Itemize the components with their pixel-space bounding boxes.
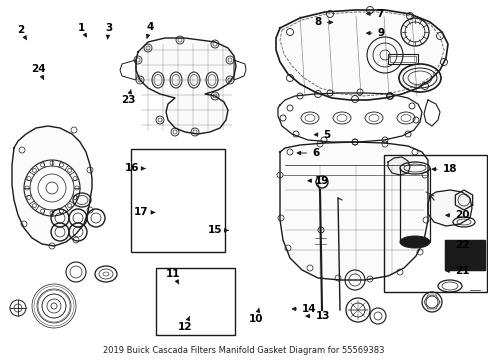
Polygon shape (278, 93, 421, 142)
Polygon shape (454, 190, 472, 210)
Polygon shape (387, 157, 409, 175)
Polygon shape (275, 10, 447, 100)
Text: 18: 18 (431, 164, 456, 174)
Bar (444, 240, 484, 270)
Text: 19: 19 (307, 176, 328, 186)
Polygon shape (12, 126, 92, 246)
Polygon shape (280, 142, 427, 280)
Text: 11: 11 (165, 269, 180, 284)
Polygon shape (427, 190, 471, 226)
Text: 5: 5 (314, 130, 329, 140)
Text: 24: 24 (31, 64, 45, 80)
Text: 17: 17 (134, 207, 154, 217)
Text: 21: 21 (445, 266, 468, 276)
Bar (155, 268, 234, 335)
Text: 15: 15 (207, 225, 227, 235)
Text: 7: 7 (366, 9, 383, 19)
Bar (131, 149, 224, 252)
Text: 22: 22 (445, 240, 468, 250)
Text: 10: 10 (248, 308, 263, 324)
Text: 12: 12 (177, 316, 192, 332)
Text: 8: 8 (314, 17, 332, 27)
Text: 14: 14 (292, 304, 316, 314)
Bar (387, 54, 417, 64)
Text: 13: 13 (305, 311, 329, 321)
Polygon shape (136, 38, 236, 134)
Bar (389, 56, 415, 62)
Text: 23: 23 (121, 90, 135, 105)
Ellipse shape (399, 236, 429, 248)
Text: 3: 3 (105, 23, 112, 39)
Text: 6: 6 (297, 148, 319, 158)
Text: 16: 16 (124, 163, 144, 174)
Text: 2019 Buick Cascada Filters Manifold Gasket Diagram for 55569383: 2019 Buick Cascada Filters Manifold Gask… (103, 346, 384, 355)
Text: 2: 2 (17, 24, 26, 40)
Text: 1: 1 (78, 23, 86, 37)
Text: 20: 20 (445, 210, 468, 220)
Bar (444, 240, 484, 270)
Bar (383, 155, 486, 292)
Text: 9: 9 (366, 28, 384, 38)
Text: 4: 4 (146, 22, 154, 38)
